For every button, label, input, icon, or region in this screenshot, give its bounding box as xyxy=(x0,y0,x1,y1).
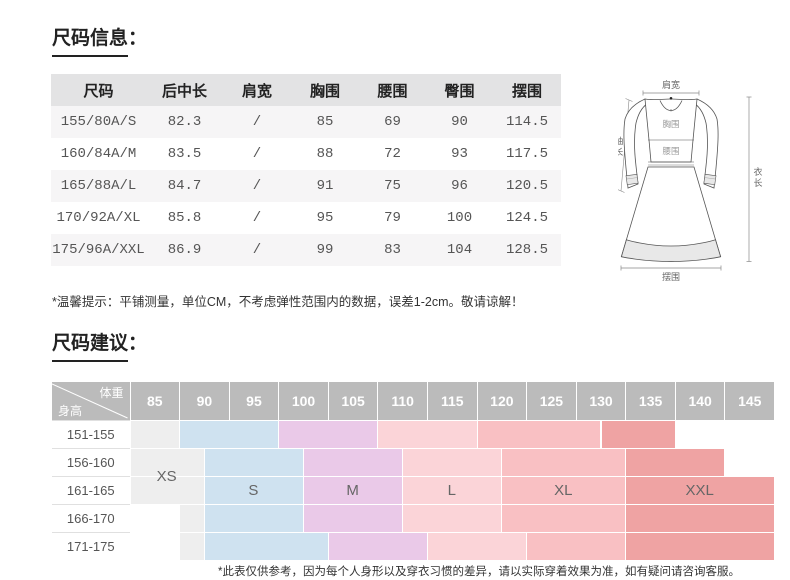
svg-text:衣: 衣 xyxy=(753,166,762,177)
svg-text:袖: 袖 xyxy=(618,136,623,146)
svg-text:肩宽: 肩宽 xyxy=(662,79,680,90)
svg-text:长: 长 xyxy=(618,147,624,157)
svg-text:长: 长 xyxy=(753,177,762,188)
svg-text:腰围: 腰围 xyxy=(662,146,679,156)
svg-text:胸围: 胸围 xyxy=(662,119,679,129)
svg-text:摆围: 摆围 xyxy=(662,271,680,282)
